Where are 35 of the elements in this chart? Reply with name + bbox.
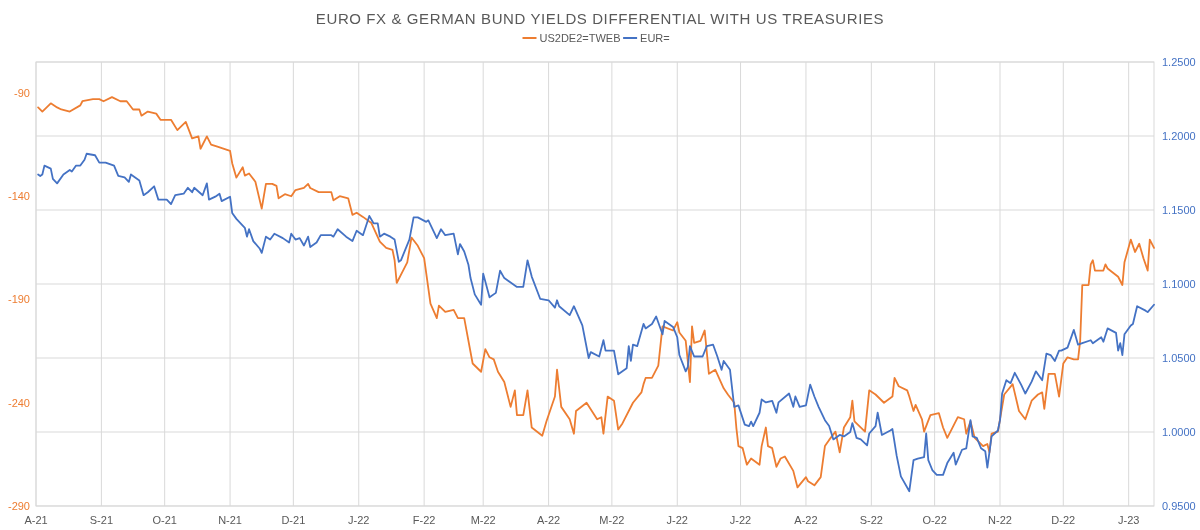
legend-label: EUR= (640, 32, 670, 44)
x-tick-label: S-22 (859, 514, 883, 526)
y2-tick-label: 1.2000 (1162, 130, 1196, 142)
line-series (37, 152, 1155, 493)
legend-label: US2DE2=TWEB (539, 32, 621, 44)
x-tick-label: J-22 (729, 514, 752, 526)
x-tick-label: O-21 (152, 514, 177, 526)
x-tick-label: A-21 (24, 514, 48, 526)
x-tick-label: J-22 (348, 514, 370, 526)
x-tick-label: M-22 (470, 514, 496, 526)
y2-tick-label: 1.0500 (1162, 352, 1196, 364)
chart-title: EURO FX & GERMAN BUND YIELDS DIFFERENTIAL WITH US TREASURIES (315, 10, 885, 27)
x-tick-label: D-21 (281, 514, 306, 526)
line-series (37, 96, 1155, 489)
y2-tick-label: 1.2500 (1162, 56, 1196, 68)
y2-tick-label: 1.1000 (1162, 278, 1196, 290)
y-tick-label: -240 (7, 396, 30, 409)
x-tick-label: F-22 (412, 514, 436, 526)
x-tick-label: S-21 (89, 514, 114, 526)
x-tick-label: A-22 (536, 514, 561, 526)
y-tick-label: -90 (14, 86, 30, 99)
x-tick-label: N-22 (988, 514, 1012, 526)
y-tick-label: -290 (7, 500, 30, 512)
x-tick-label: J-22 (666, 514, 688, 526)
x-tick-label: M-22 (599, 514, 625, 526)
x-tick-label: D-22 (1051, 514, 1076, 526)
y2-tick-label: 0.9500 (1162, 500, 1196, 512)
y2-tick-label: 1.0000 (1162, 426, 1196, 438)
x-tick-label: A-22 (794, 514, 818, 526)
y-tick-label: -190 (7, 293, 30, 306)
y2-tick-label: 1.1500 (1162, 204, 1196, 216)
x-tick-label: N-21 (218, 514, 242, 526)
x-tick-label: O-22 (922, 514, 947, 526)
y-tick-label: -140 (7, 190, 30, 203)
x-tick-label: J-23 (1117, 514, 1140, 526)
